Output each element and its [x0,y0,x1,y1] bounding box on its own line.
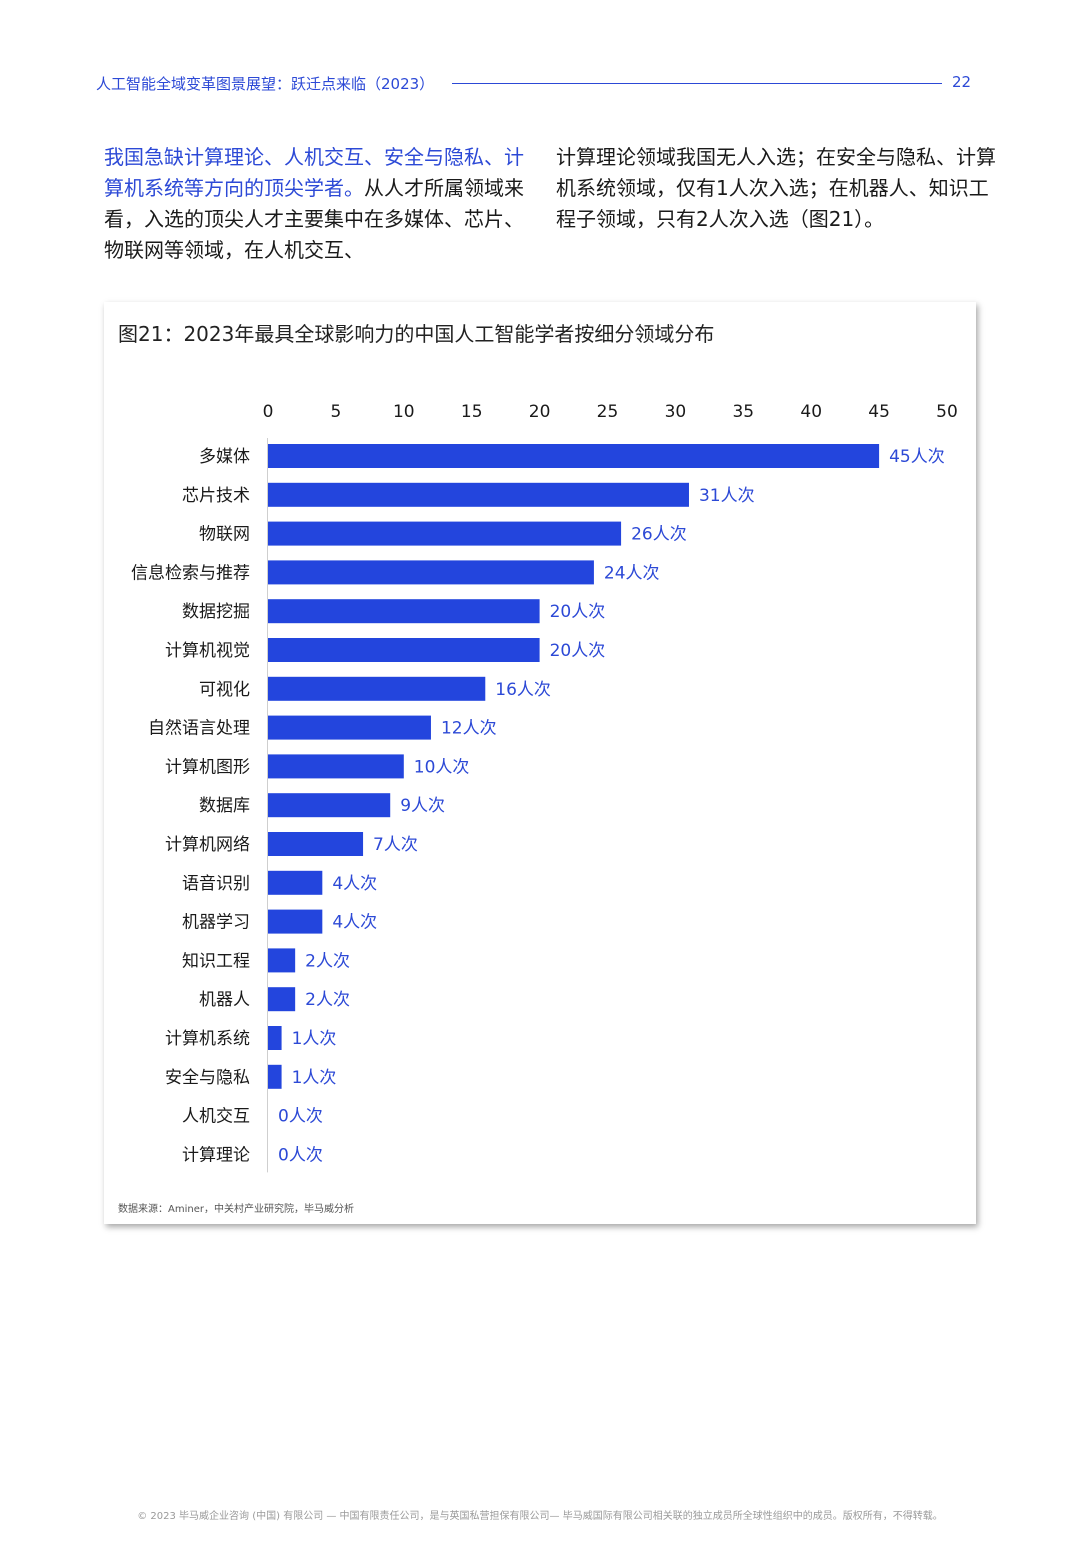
data-label: 31人次 [699,486,755,506]
data-label: 2人次 [305,951,350,971]
body-highlight: 我国急缺计算理论、人机交互、安全与隐私、计算机系统等方向的顶尖学者。 [104,145,524,200]
bar [268,599,540,624]
bar [268,1026,282,1050]
data-label: 10人次 [414,757,470,777]
data-label: 4人次 [332,913,377,933]
bar [268,793,391,818]
category-label: 计算机图形 [165,757,250,777]
footer-copyright: © 2023 毕马威企业咨询 (中国) 有限公司 — 中国有限责任公司，是与英国… [137,1511,943,1522]
x-tick-label: 50 [936,402,958,422]
category-label: 机器人 [199,990,250,1010]
category-label: 自然语言处理 [148,719,250,739]
data-label: 0人次 [278,1145,323,1165]
data-label: 0人次 [278,1107,323,1127]
bar [268,521,622,546]
category-label: 数据挖掘 [182,602,250,622]
category-label: 语音识别 [182,874,250,894]
category-label: 计算机网络 [165,835,250,855]
bar [268,754,404,779]
bar [268,676,486,701]
category-label: 机器学习 [182,913,250,933]
x-tick-label: 0 [263,402,274,422]
data-label: 2人次 [305,990,350,1010]
data-label: 4人次 [332,874,377,894]
bar [268,638,540,662]
bar [268,948,296,973]
category-label: 计算理论 [182,1145,250,1165]
category-label: 计算机视觉 [165,641,250,661]
data-label: 1人次 [292,1029,337,1049]
category-label: 可视化 [199,680,250,700]
data-label: 12人次 [441,719,497,739]
category-label: 多媒体 [199,447,250,467]
figure-card: 图21：2023年最具全球影响力的中国人工智能学者按细分领域分布 0 5 10 15 2… [104,302,976,1224]
category-label: 计算机系统 [165,1029,250,1049]
x-tick-label: 5 [330,402,341,422]
x-tick-label: 10 [393,402,415,422]
data-label: 16人次 [495,680,551,700]
body-text-right: 计算理论领域我国无人入选；在安全与隐私、计算机系统领域，仅有1人次入选；在机器人… [556,145,996,231]
category-label: 人机交互 [182,1107,250,1127]
bar [268,987,296,1012]
bar [268,870,323,895]
x-tick-label: 15 [461,402,483,422]
bar [268,832,364,856]
x-tick-label: 40 [800,402,822,422]
data-label: 20人次 [550,602,606,622]
bar [268,560,594,585]
header-divider [452,83,942,84]
data-label: 24人次 [604,563,660,583]
category-label: 物联网 [199,525,250,545]
category-label: 芯片技术 [182,486,250,506]
data-label: 1人次 [292,1068,337,1088]
x-tick-label: 35 [732,402,754,422]
bar [268,482,689,507]
bar [268,444,880,468]
x-tick-label: 20 [529,402,551,422]
chart-title: 图21：2023年最具全球影响力的中国人工智能学者按细分领域分布 [118,322,715,346]
category-label: 安全与隐私 [165,1068,250,1088]
data-label: 45人次 [889,447,945,467]
category-label: 知识工程 [182,951,250,971]
category-label: 信息检索与推荐 [131,563,250,583]
body-text-left: 我国急缺计算理论、人机交互、安全与隐私、计算机系统等方向的顶尖学者。从人才所属领… [104,142,539,266]
bar [268,1064,282,1089]
bar [268,909,323,934]
header-title: 人工智能全域变革图景展望：跃迁点来临（2023） [96,75,435,93]
x-tick-label: 25 [597,402,619,422]
data-label: 9人次 [400,796,445,816]
bar [268,715,431,740]
category-label: 数据库 [199,796,250,816]
data-label: 20人次 [550,641,606,661]
page-number: 22 [952,73,972,91]
data-label: 26人次 [631,525,687,545]
body-text-left-plain: 从人才所属领域来看，入选的顶尖人才主要集中在多媒体、芯片、物联网等领域，在人机交… [104,176,524,262]
x-tick-label: 30 [665,402,687,422]
data-source-note: 数据来源：Aminer，中关村产业研究院，毕马威分析 [118,1204,354,1215]
x-tick-label: 45 [868,402,890,422]
data-label: 7人次 [373,835,418,855]
